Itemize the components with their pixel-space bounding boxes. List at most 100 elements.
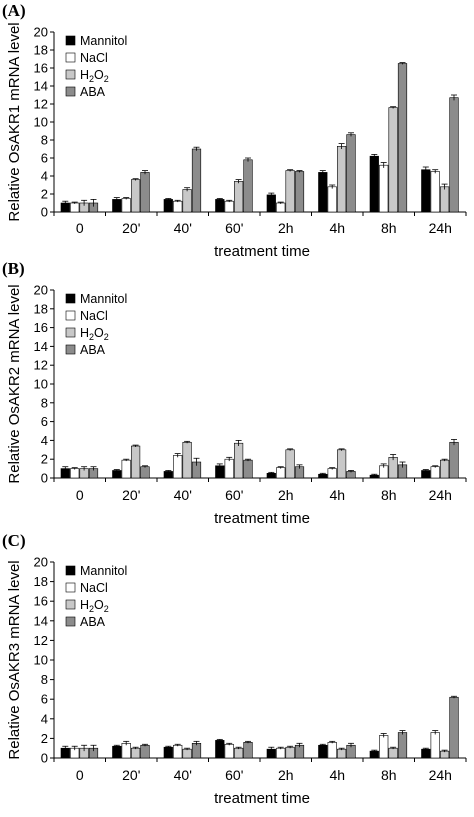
legend-label-h2o2: H2O2 (80, 598, 109, 614)
x-tick-label: 20' (122, 487, 140, 503)
y-tick-label: 6 (41, 414, 48, 429)
legend-swatch-aba (65, 344, 76, 355)
bar-aba-7 (449, 696, 459, 759)
legend-label-h2o2: H2O2 (80, 326, 109, 342)
bar-nacl-6 (379, 735, 389, 759)
bar-nacl-3 (224, 458, 234, 479)
bar-aba-1 (140, 744, 150, 759)
bar-nacl-7 (430, 732, 440, 759)
x-tick-label: 0 (76, 767, 84, 783)
bar-h2o2-2 (182, 441, 192, 479)
y-axis-title: Relative OsAKR1 mRNA level (6, 22, 23, 221)
bar-nacl-5 (327, 742, 337, 759)
bar-mannitol-6 (369, 155, 379, 213)
y-axis-title: Relative OsAKR2 mRNA level (6, 284, 23, 483)
x-tick-label: 40' (174, 487, 192, 503)
legend-swatch-nacl (65, 52, 76, 63)
bar-aba-3 (243, 459, 253, 479)
x-tick-label: 0 (76, 487, 84, 503)
y-tick-label: 16 (34, 594, 48, 609)
bar-nacl-5 (327, 186, 337, 213)
x-tick-label: 8h (381, 487, 397, 503)
y-tick-label: 14 (34, 79, 48, 94)
y-tick-label: 6 (41, 692, 48, 707)
y-tick-label: 18 (34, 301, 48, 316)
y-tick-label: 2 (41, 187, 48, 202)
bar-nacl-2 (173, 455, 183, 479)
bar-h2o2-2 (182, 189, 192, 213)
y-tick-label: 12 (34, 97, 48, 112)
bar-mannitol-2 (163, 199, 173, 213)
legend-label-nacl: NaCl (80, 51, 108, 65)
legend-swatch-nacl (65, 582, 76, 593)
x-axis-title: treatment time (214, 510, 310, 527)
y-tick-label: 4 (41, 169, 48, 184)
y-tick-label: 20 (34, 555, 48, 570)
bar-aba-4 (294, 171, 305, 213)
panel-letter: (B) (2, 259, 25, 278)
y-tick-label: 10 (34, 377, 48, 392)
x-axis-title: treatment time (214, 790, 310, 807)
x-tick-label: 40' (174, 220, 192, 236)
bar-nacl-3 (224, 200, 234, 213)
bar-mannitol-1 (112, 199, 122, 213)
bar-mannitol-7 (421, 470, 431, 479)
x-tick-label: 60' (225, 767, 243, 783)
y-tick-label: 16 (34, 320, 48, 335)
bar-nacl-6 (379, 164, 389, 213)
y-tick-label: 10 (34, 653, 48, 668)
x-axis-title: treatment time (214, 243, 310, 260)
bar-mannitol-2 (163, 471, 173, 479)
y-tick-label: 14 (34, 339, 48, 354)
x-tick-label: 24h (429, 487, 452, 503)
bar-h2o2-4 (285, 746, 295, 759)
bar-aba-5 (346, 471, 356, 479)
bar-h2o2-5 (336, 146, 347, 213)
chart-panel-a: (A) 0 2 4 6 8 10 12 14 16 18 20 0 20' 40' 60' 2h 4h 8h 24h t… (2, 1, 467, 260)
x-tick-label: 20' (122, 767, 140, 783)
y-tick-label: 18 (34, 574, 48, 589)
legend-label-aba: ABA (80, 343, 106, 357)
bar-aba-7 (449, 441, 459, 479)
bar-h2o2-3 (234, 442, 244, 479)
bar-h2o2-3 (234, 181, 244, 213)
x-tick-label: 8h (381, 220, 397, 236)
bar-aba-2 (191, 148, 202, 213)
x-tick-label: 60' (225, 487, 243, 503)
y-tick-label: 0 (41, 751, 48, 766)
y-tick-label: 20 (34, 283, 48, 298)
bar-h2o2-5 (336, 449, 347, 479)
y-tick-label: 4 (41, 711, 48, 726)
bar-mannitol-4 (266, 194, 276, 213)
legend-label-nacl: NaCl (80, 309, 108, 323)
bar-h2o2-5 (336, 748, 347, 759)
bar-nacl-1 (121, 742, 131, 759)
chart-panel-b: (B) 0 2 4 6 8 10 12 14 16 18 20 0 20' 40' 60' 2h 4h 8h 24h t… (2, 259, 467, 527)
bar-aba-5 (346, 134, 356, 213)
y-tick-label: 8 (41, 672, 48, 687)
bar-h2o2-2 (182, 748, 192, 759)
bar-aba-3 (243, 742, 253, 759)
legend-label-h2o2: H2O2 (80, 68, 109, 84)
bar-h2o2-7 (439, 186, 450, 213)
bar-mannitol-3 (215, 740, 225, 759)
bar-mannitol-6 (369, 750, 379, 759)
legend-swatch-mannitol (65, 565, 76, 576)
bar-nacl-7 (430, 171, 440, 213)
x-tick-label: 8h (381, 767, 397, 783)
bar-aba-1 (140, 466, 150, 479)
bar-mannitol-7 (421, 748, 431, 759)
bar-nacl-2 (173, 744, 183, 759)
x-tick-label: 40' (174, 767, 192, 783)
y-tick-label: 6 (41, 151, 48, 166)
x-tick-label: 60' (225, 220, 243, 236)
legend-label-mannitol: Mannitol (80, 564, 127, 578)
legend-label-mannitol: Mannitol (80, 292, 127, 306)
y-tick-label: 14 (34, 613, 48, 628)
bar-h2o2-1 (131, 747, 141, 759)
bar-nacl-5 (327, 468, 337, 479)
bar-h2o2-7 (439, 459, 450, 479)
y-tick-label: 0 (41, 471, 48, 486)
legend-swatch-mannitol (65, 293, 76, 304)
